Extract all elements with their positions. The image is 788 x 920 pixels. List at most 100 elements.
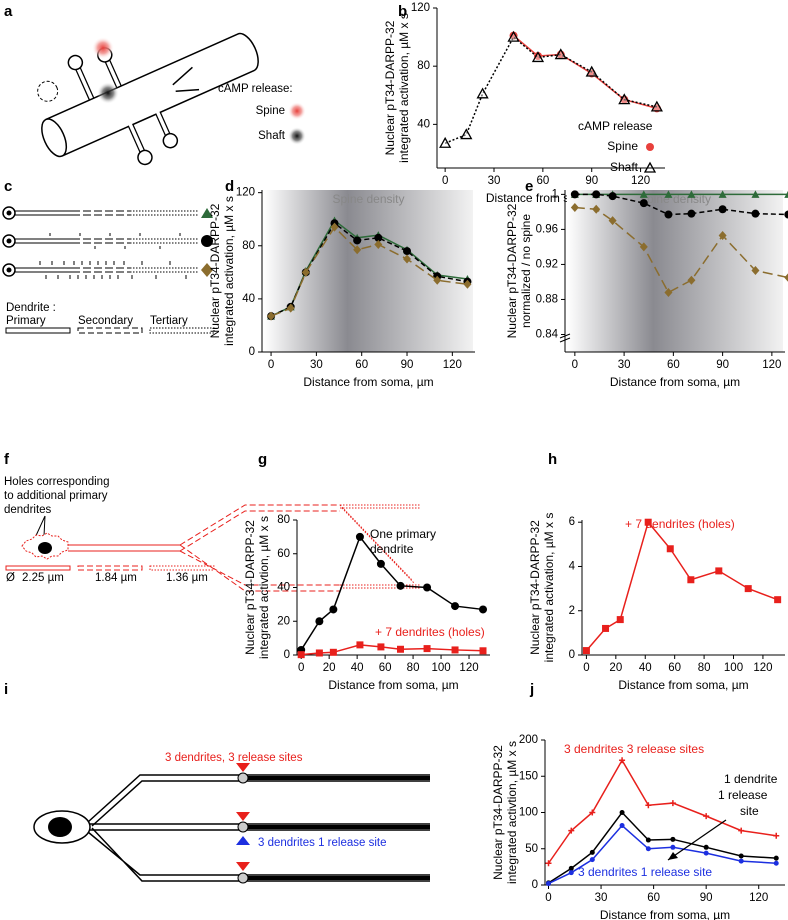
diameter-label: 2.25 µm <box>22 572 64 584</box>
y-tick-label: 0.96 <box>536 223 558 235</box>
marker <box>355 532 364 541</box>
dendrite-row <box>2 233 213 249</box>
annotation: to additional primary <box>4 490 108 502</box>
marker <box>669 800 676 807</box>
marker <box>639 190 648 198</box>
marker <box>570 190 579 199</box>
y-tick-label: 60 <box>277 548 290 560</box>
marker <box>715 567 723 575</box>
legend-label: Spine <box>256 105 285 117</box>
panel-letter: b <box>398 3 407 20</box>
marker <box>784 190 788 198</box>
x-axis-label: Distance from soma, µm <box>303 375 433 389</box>
marker <box>619 810 625 815</box>
marker <box>774 596 782 604</box>
marker <box>639 242 648 252</box>
tertiary-dendrite <box>339 504 420 589</box>
marker <box>509 31 518 40</box>
marker <box>423 583 432 592</box>
y-tick-label: 0 <box>569 649 575 661</box>
chart-line: 0 50 100 150 200 0 30 60 90 120 Distance from soma… <box>491 681 785 920</box>
x-tick-label: 90 <box>716 359 729 371</box>
marker <box>751 190 760 198</box>
x-tick-label: 60 <box>536 175 549 187</box>
marker <box>374 239 383 249</box>
panel-letter: f <box>4 451 10 468</box>
marker <box>773 855 779 861</box>
chart-line: Spine density 0 40 80 120 0 30 60 90 120 Distance … <box>208 178 475 389</box>
marker <box>618 93 631 105</box>
marker <box>330 222 339 232</box>
x-tick-label: 40 <box>351 662 364 674</box>
marker <box>451 646 459 654</box>
annotation: 1 dendrite <box>724 772 778 786</box>
y-axis-label: Nuclear pT34-DARPP-32 <box>491 745 505 880</box>
y-axis-label: Nuclear pT34-DARPP-32 <box>505 203 519 338</box>
marker <box>608 216 617 226</box>
spine-release <box>92 37 114 59</box>
y-tick-label: 50 <box>525 843 538 855</box>
marker <box>460 128 473 140</box>
marker <box>664 287 673 297</box>
y-axis-label: integrated activation, µM x s <box>542 513 556 663</box>
x-tick-label: 80 <box>698 662 711 674</box>
marker <box>463 279 472 289</box>
x-tick-label: 120 <box>749 892 768 904</box>
marker <box>619 757 626 764</box>
legend-label: Tertiary <box>150 315 188 327</box>
legend-label: Primary <box>6 315 46 327</box>
x-axis-label: Distance from soma, µm <box>328 678 458 692</box>
legend-swatch <box>149 327 215 334</box>
dendrite <box>90 823 430 831</box>
panel-c: c Dendrite : Primary Secondary Tertiary <box>2 178 215 334</box>
marker <box>670 844 676 850</box>
x-tick-label: 0 <box>298 662 304 674</box>
annotation: dendrites <box>4 504 52 516</box>
marker <box>718 205 727 214</box>
marker <box>479 647 487 655</box>
x-tick-label: 120 <box>762 359 781 371</box>
y-axis-label: Nuclear pT34-DARPP-32 <box>528 520 542 655</box>
marker <box>718 231 727 241</box>
release-marker <box>236 763 250 871</box>
y-axis-label: normalized / no spine <box>519 214 533 328</box>
series-line <box>270 225 468 317</box>
release-marker <box>236 836 250 845</box>
marker <box>670 836 676 842</box>
marker <box>589 849 595 855</box>
marker <box>592 190 601 199</box>
x-tick-label: 60 <box>379 662 392 674</box>
marker <box>664 190 673 198</box>
annotation: + 7 dendrites (holes) <box>625 517 735 531</box>
legend-label: Spine <box>607 139 638 153</box>
annotation: 3 dendrites 1 release site <box>578 865 712 879</box>
series-line <box>444 35 658 144</box>
panel-a: a cAMP release: Spine Shaft <box>4 3 306 166</box>
legend-swatch <box>149 565 215 571</box>
diameter-label: 1.84 µm <box>95 572 137 584</box>
y-axis-label: integrated activtion, µM x s <box>505 741 519 884</box>
legend-label: Secondary <box>78 315 133 327</box>
legend-title: cAMP release: <box>218 83 293 95</box>
dendrite-fill <box>245 776 430 780</box>
annotation: 3 dendrites 3 release sites <box>564 742 704 756</box>
x-tick-label: 30 <box>310 359 323 371</box>
marker <box>703 844 709 850</box>
annotation: 3 dendrites, 3 release sites <box>165 752 303 764</box>
release-site <box>237 821 249 833</box>
marker <box>374 233 383 242</box>
x-tick-label: 100 <box>724 662 743 674</box>
annotation: 1 release <box>718 788 768 802</box>
legend-swatch <box>5 565 71 571</box>
annotation: Holes corresponding <box>4 476 109 488</box>
marker <box>585 65 598 77</box>
marker <box>546 881 552 887</box>
marker <box>396 581 405 590</box>
y-axis-label: Nuclear pT34-DARPP-32 <box>243 520 257 655</box>
marker <box>568 827 575 834</box>
marker <box>353 236 362 245</box>
diameter-label: 1.36 µm <box>166 572 208 584</box>
marker <box>602 624 610 632</box>
